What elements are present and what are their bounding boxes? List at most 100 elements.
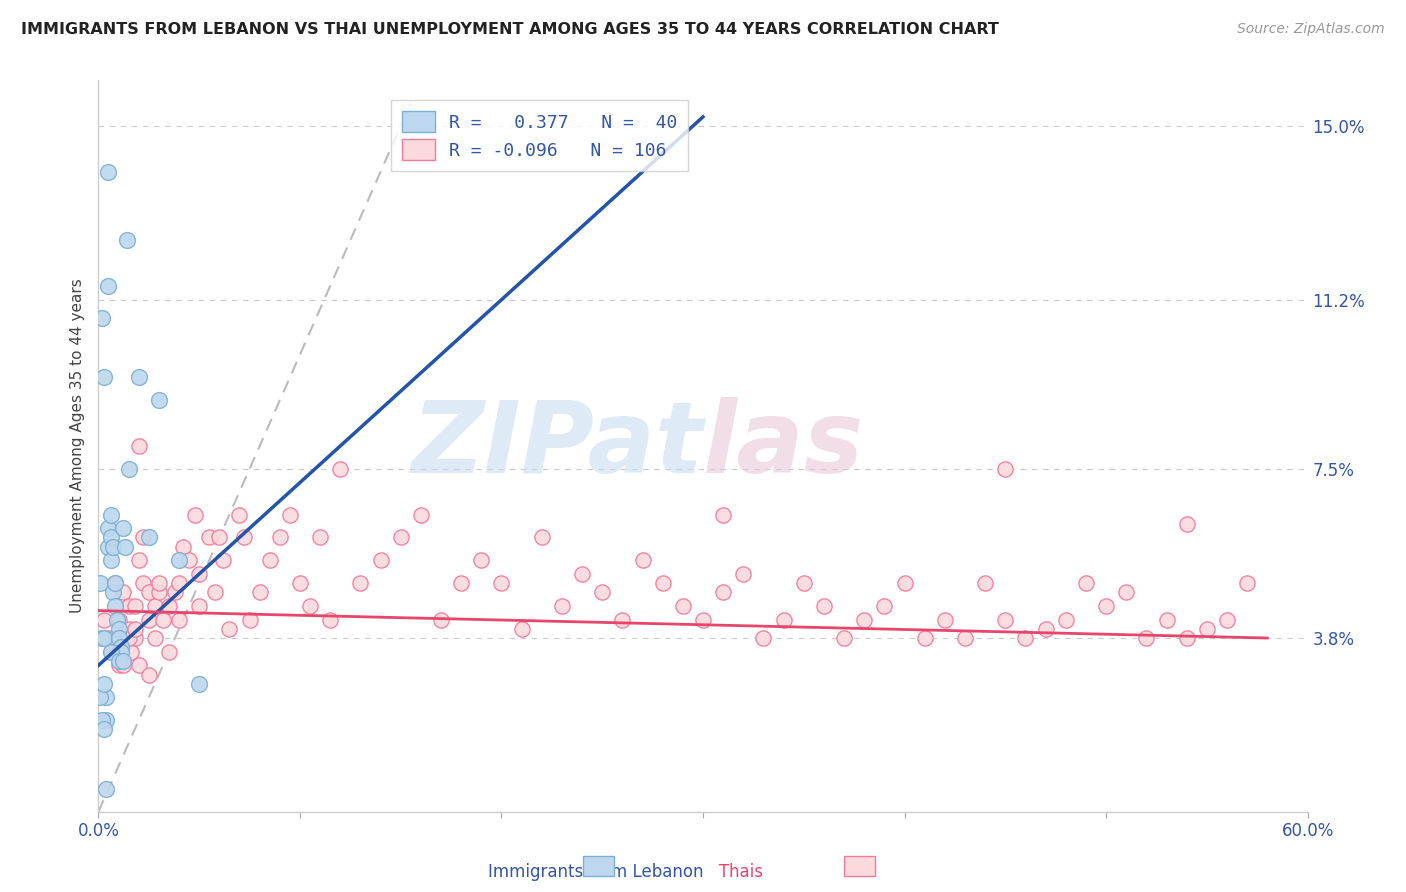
Point	[813, 599, 835, 613]
Point	[101, 540, 124, 554]
Point	[319, 613, 342, 627]
Point	[212, 553, 235, 567]
Point	[167, 613, 190, 627]
Point	[853, 613, 876, 627]
Point	[288, 576, 311, 591]
Point	[138, 585, 160, 599]
Point	[934, 613, 956, 627]
Point	[974, 576, 997, 591]
Text: ZIPat: ZIPat	[411, 398, 703, 494]
Point	[107, 658, 129, 673]
Point	[138, 530, 160, 544]
Point	[329, 462, 352, 476]
Text: Thais: Thais	[703, 863, 763, 881]
Point	[1054, 613, 1077, 627]
Point	[1236, 576, 1258, 591]
Point	[128, 553, 150, 567]
Point	[228, 508, 250, 522]
Point	[198, 530, 221, 544]
Point	[1095, 599, 1118, 613]
Point	[530, 530, 553, 544]
Point	[672, 599, 695, 613]
Point	[114, 540, 136, 554]
Point	[239, 613, 262, 627]
Point	[118, 631, 141, 645]
Point	[793, 576, 815, 591]
Point	[470, 553, 492, 567]
Point	[124, 631, 146, 645]
Point	[370, 553, 392, 567]
Point	[179, 553, 201, 567]
Point	[772, 613, 794, 627]
Point	[111, 654, 134, 668]
Point	[148, 585, 170, 599]
Y-axis label: Unemployment Among Ages 35 to 44 years: Unemployment Among Ages 35 to 44 years	[69, 278, 84, 614]
Point	[1175, 631, 1198, 645]
Point	[97, 164, 120, 178]
Point	[430, 613, 453, 627]
Point	[143, 631, 166, 645]
Point	[1175, 516, 1198, 531]
Point	[120, 645, 142, 659]
Point	[124, 599, 146, 613]
Point	[994, 613, 1017, 627]
Point	[132, 530, 155, 544]
Point	[711, 585, 734, 599]
Point	[733, 567, 755, 582]
Point	[91, 714, 114, 728]
Point	[118, 622, 141, 636]
Point	[188, 676, 211, 690]
Point	[97, 521, 120, 535]
Point	[249, 585, 271, 599]
Point	[107, 613, 129, 627]
Point	[97, 631, 120, 645]
Point	[184, 508, 207, 522]
Point	[101, 585, 124, 599]
Point	[100, 645, 122, 659]
Point	[103, 599, 125, 613]
Point	[115, 233, 138, 247]
Point	[118, 599, 141, 613]
Point	[1115, 585, 1137, 599]
Point	[114, 631, 136, 645]
Point	[873, 599, 896, 613]
Text: Source: ZipAtlas.com: Source: ZipAtlas.com	[1237, 22, 1385, 37]
Point	[188, 567, 211, 582]
Point	[152, 613, 174, 627]
Point	[1014, 631, 1036, 645]
Point	[93, 613, 115, 627]
Point	[93, 370, 115, 384]
Point	[93, 723, 115, 737]
Point	[994, 462, 1017, 476]
Point	[100, 530, 122, 544]
Point	[510, 622, 533, 636]
Point	[105, 613, 128, 627]
Point	[591, 585, 613, 599]
Point	[128, 439, 150, 453]
Point	[100, 645, 122, 659]
Point	[551, 599, 574, 613]
Point	[107, 645, 129, 659]
Point	[132, 576, 155, 591]
Point	[96, 714, 118, 728]
Point	[103, 631, 125, 645]
Point	[97, 279, 120, 293]
Point	[389, 530, 412, 544]
Point	[692, 613, 714, 627]
Point	[450, 576, 472, 591]
Legend: R =   0.377   N =  40, R = -0.096   N = 106: R = 0.377 N = 40, R = -0.096 N = 106	[391, 100, 689, 171]
Point	[491, 576, 513, 591]
Point	[110, 645, 132, 659]
Point	[107, 654, 129, 668]
Point	[118, 462, 141, 476]
Point	[1035, 622, 1057, 636]
Point	[110, 640, 132, 655]
Point	[1216, 613, 1239, 627]
Point	[97, 540, 120, 554]
Text: las: las	[703, 398, 865, 494]
Point	[349, 576, 371, 591]
Point	[752, 631, 775, 645]
Point	[1156, 613, 1178, 627]
Point	[208, 530, 231, 544]
Point	[138, 667, 160, 681]
